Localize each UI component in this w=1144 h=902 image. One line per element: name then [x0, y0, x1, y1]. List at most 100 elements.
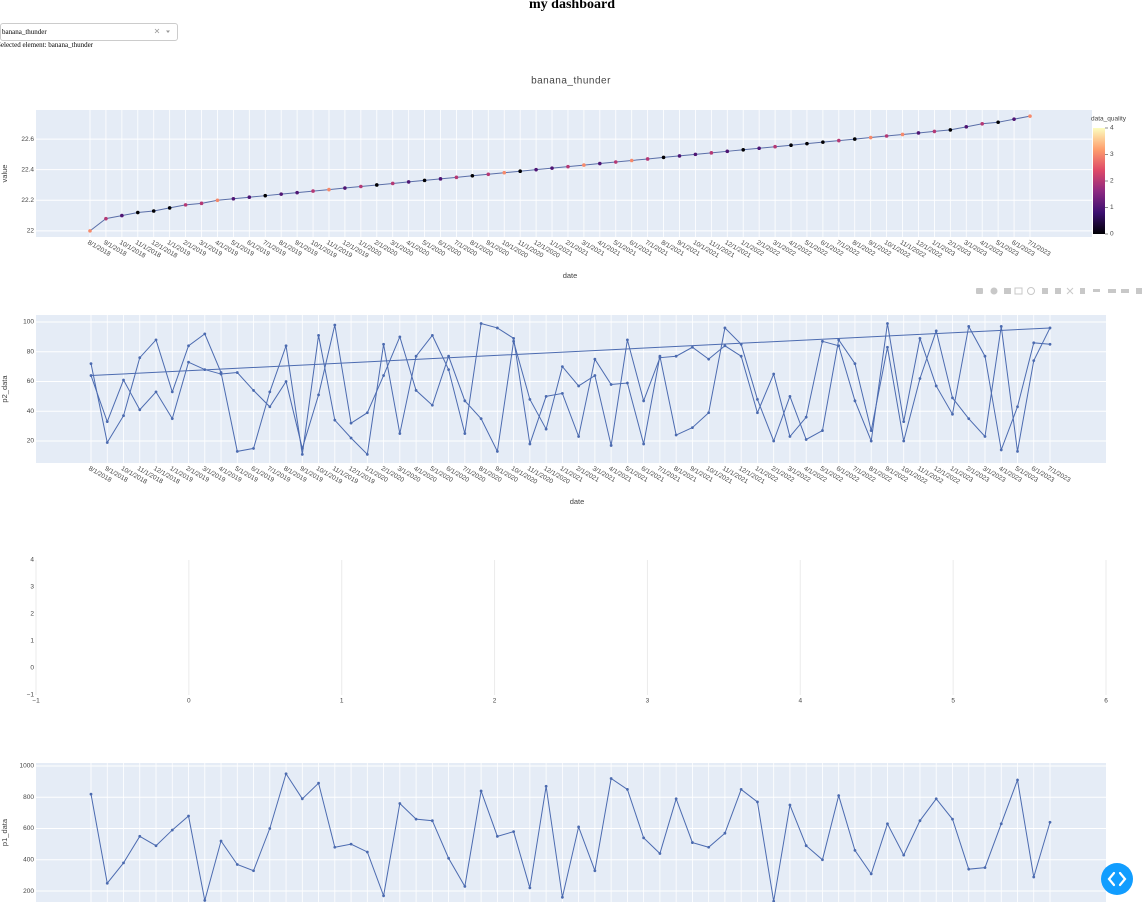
marker [398, 802, 402, 805]
marker [804, 415, 808, 419]
marker [382, 342, 385, 346]
y-tick-label: 22.6 [21, 136, 34, 143]
marker [365, 850, 369, 854]
marker [951, 396, 954, 400]
marker [593, 869, 597, 873]
marker [333, 323, 337, 327]
marker [317, 393, 320, 397]
marker [625, 381, 629, 385]
marker [284, 772, 288, 776]
mode-button[interactable] [1014, 287, 1023, 295]
marker [512, 339, 516, 343]
marker [430, 819, 434, 823]
marker [948, 128, 953, 132]
marker [658, 852, 662, 855]
y-axis-title: value [0, 165, 9, 183]
marker [967, 867, 971, 871]
y-tick-label: 1000 [20, 763, 35, 770]
marker [902, 420, 906, 424]
marker [964, 125, 969, 129]
mode-button[interactable] [1027, 287, 1035, 295]
marker [1016, 778, 1019, 782]
marker [544, 394, 548, 398]
marker [853, 849, 857, 852]
page-title: my dashboard [529, 0, 615, 12]
marker [183, 203, 188, 207]
marker [609, 383, 613, 386]
mode-button[interactable] [1108, 289, 1116, 293]
marker [349, 842, 353, 846]
clear-icon[interactable] [154, 28, 160, 34]
marker [756, 800, 759, 804]
mode-button[interactable] [1066, 287, 1074, 295]
y-tick-label: −1 [27, 692, 35, 699]
marker [821, 140, 825, 144]
marker [279, 192, 283, 196]
marker [967, 417, 971, 421]
arrow-icon[interactable] [166, 30, 170, 34]
plot-background [36, 560, 1106, 695]
line [90, 772, 1051, 902]
mode-button[interactable] [1121, 289, 1129, 293]
marker [886, 345, 889, 349]
marker [247, 195, 252, 200]
marker [479, 322, 483, 325]
marker [528, 397, 532, 401]
line [89, 115, 1031, 232]
marker [918, 377, 922, 380]
x-tick-label: 3 [646, 698, 650, 705]
marker [333, 845, 337, 849]
mode-button[interactable] [1093, 289, 1100, 292]
y-tick-label: 40 [27, 408, 35, 415]
dropdown[interactable]: banana_thunder [0, 23, 178, 41]
marker [135, 210, 140, 215]
marker [447, 368, 450, 371]
marker [853, 362, 857, 366]
mode-button[interactable] [1055, 288, 1061, 294]
marker [773, 144, 777, 149]
marker [374, 183, 379, 187]
marker [772, 439, 776, 443]
marker [772, 372, 776, 376]
marker [512, 336, 516, 340]
marker [980, 121, 985, 126]
y-tick-label: 0 [30, 665, 34, 672]
mode-button[interactable] [1004, 288, 1011, 294]
marker [447, 856, 450, 860]
mode-button[interactable] [976, 288, 983, 294]
marker [89, 374, 93, 377]
x-axis-title: date [563, 271, 578, 280]
line-connector [90, 327, 1051, 377]
marker [951, 412, 954, 416]
marker [821, 339, 824, 343]
marker [422, 178, 427, 183]
marker [1032, 875, 1036, 879]
x-tick-label: 2 [493, 698, 497, 705]
marker [406, 180, 411, 184]
marker [284, 344, 288, 348]
marker [613, 160, 618, 164]
marker [869, 439, 873, 443]
marker [821, 429, 824, 432]
mode-button[interactable] [1080, 288, 1085, 294]
y-tick-label: 400 [23, 857, 34, 864]
marker [544, 784, 548, 788]
marker [645, 157, 650, 161]
marker [317, 333, 320, 337]
toggle-button[interactable] [1100, 862, 1134, 896]
mode-button[interactable] [990, 287, 998, 295]
marker [693, 152, 698, 157]
marker [788, 803, 792, 807]
mode-button[interactable] [1136, 288, 1142, 294]
marker [1028, 114, 1032, 118]
marker [349, 436, 353, 440]
marker [486, 172, 491, 177]
marker [105, 881, 109, 885]
marker [317, 781, 320, 785]
mode-button[interactable] [1042, 288, 1048, 294]
marker [154, 390, 158, 394]
marker [1032, 341, 1036, 345]
marker [430, 333, 434, 337]
marker [528, 886, 532, 890]
